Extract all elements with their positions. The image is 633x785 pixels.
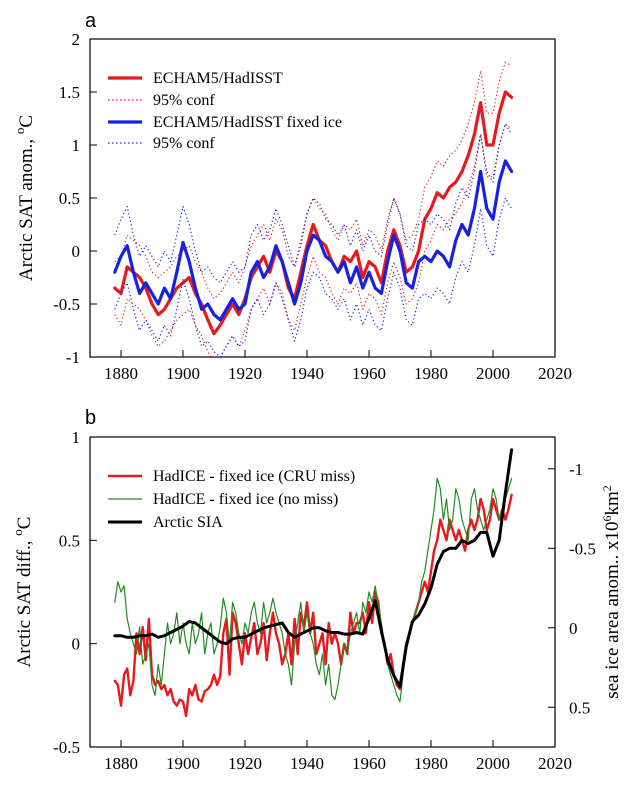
panel-a-y-tick-label: 1 bbox=[72, 136, 81, 155]
panel-b-x-tick-label: 1940 bbox=[290, 754, 324, 773]
panel-a-x-tick-label: 2020 bbox=[538, 364, 572, 383]
panel-a-x-tick-label: 1880 bbox=[104, 364, 138, 383]
panel-a-y-tick-label: 2 bbox=[72, 30, 81, 49]
panel-b-x-tick-label: 1960 bbox=[352, 754, 386, 773]
panel-b-ticks: 1880 1900 1920 1940 1960 1980 2000 2020 -0.5 0 0.5… bbox=[53, 428, 596, 773]
panel-b-x-tick-label: 1920 bbox=[228, 754, 262, 773]
panel-a-legend: ECHAM5/HadISST 95% conf ECHAM5/HadISST f… bbox=[108, 70, 342, 152]
panel-a-x-tick-label: 1980 bbox=[414, 364, 448, 383]
panel-b-series bbox=[113, 448, 514, 718]
panel-a-series-3-line bbox=[113, 159, 514, 322]
legend-label-no-miss: HadICE - fixed ice (no miss) bbox=[153, 491, 338, 508]
panel-a-series-5-line bbox=[114, 197, 513, 357]
panel-b-y-tick-label: 0 bbox=[72, 635, 81, 654]
panel-a-y-tick-label: 0 bbox=[72, 242, 81, 261]
panel-b-y2-tick-label: -1 bbox=[569, 460, 583, 479]
panel-b-x-tick-label: 1880 bbox=[104, 754, 138, 773]
panel-a: a 1880 1900 1920 1940 1960 1980 2000 2020 -1 -0.5… bbox=[12, 10, 572, 383]
panel-b-y2-tick-label: 0 bbox=[569, 619, 578, 638]
panel-b-y2-tick-label: -0.5 bbox=[569, 539, 596, 558]
legend-label-blue-conf: 95% conf bbox=[153, 135, 215, 152]
panel-a-x-tick-label: 1940 bbox=[290, 364, 324, 383]
panel-b-x-tick-label: 2020 bbox=[538, 754, 572, 773]
legend-label-arctic-sia: Arctic SIA bbox=[153, 514, 223, 531]
panel-a-x-tick-label: 2000 bbox=[476, 364, 510, 383]
panel-a-series-2-line bbox=[114, 123, 512, 357]
panel-b-y-tick-label: -0.5 bbox=[53, 738, 80, 757]
panel-b-series-2-line bbox=[113, 448, 514, 689]
panel-b: b 1880 1900 1920 1940 1960 1980 2000 2020 -0.5 0 0… bbox=[10, 407, 623, 773]
legend-label-echam5-hadisst: ECHAM5/HadISST bbox=[153, 70, 283, 87]
panel-a-series-0-line bbox=[113, 90, 514, 336]
panel-b-x-tick-label: 2000 bbox=[476, 754, 510, 773]
panel-a-y-tick-label: -1 bbox=[66, 348, 80, 367]
panel-a-x-tick-label: 1900 bbox=[166, 364, 200, 383]
panel-b-y-tick-label: 1 bbox=[72, 428, 81, 447]
panel-b-x-tick-label: 1900 bbox=[166, 754, 200, 773]
panel-a-ticks: 1880 1900 1920 1940 1960 1980 2000 2020 -1 -0.5 0 0… bbox=[53, 30, 572, 383]
panel-a-y-axis-label: Arctic SAT anom., oC bbox=[12, 115, 37, 281]
panel-a-letter: a bbox=[85, 10, 97, 32]
panel-a-x-tick-label: 1920 bbox=[228, 364, 262, 383]
panel-b-legend: HadICE - fixed ice (CRU miss) HadICE - f… bbox=[108, 468, 355, 531]
panel-a-y-tick-label: 0.5 bbox=[59, 189, 80, 208]
panel-b-y-axis-label: Arctic SAT diff., oC bbox=[10, 517, 35, 668]
panel-b-series-0-line bbox=[113, 493, 513, 718]
legend-label-cru-miss: HadICE - fixed ice (CRU miss) bbox=[153, 468, 355, 485]
legend-label-red-conf: 95% conf bbox=[153, 92, 215, 109]
panel-b-y2-axis-label: sea ice area anom.. x106km2 bbox=[600, 485, 623, 699]
panel-b-x-tick-label: 1980 bbox=[414, 754, 448, 773]
panel-a-y-tick-label: 1.5 bbox=[59, 83, 80, 102]
panel-b-plot-frame bbox=[89, 436, 556, 748]
panel-b-series-1-line bbox=[114, 477, 513, 703]
legend-label-fixed-ice: ECHAM5/HadISST fixed ice bbox=[153, 114, 342, 131]
panel-a-y-tick-label: -0.5 bbox=[53, 295, 80, 314]
panel-a-series bbox=[113, 61, 514, 357]
panel-b-letter: b bbox=[85, 407, 96, 429]
panel-b-y-tick-label: 0.5 bbox=[59, 531, 80, 550]
panel-b-y2-tick-label: 0.5 bbox=[569, 698, 590, 717]
panel-a-x-tick-label: 1960 bbox=[352, 364, 386, 383]
